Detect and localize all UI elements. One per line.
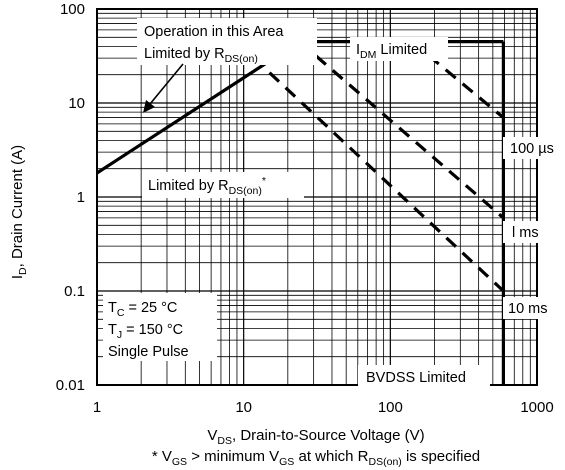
y-axis-title-sub: D xyxy=(17,267,29,275)
operation-note-sub: DS(on) xyxy=(225,53,258,65)
condition-tc-rest: = 25 °C xyxy=(124,300,177,316)
operation-note-arrow-line xyxy=(149,63,184,105)
label-10ms-bg xyxy=(503,297,559,319)
operation-note-main: Limited by R xyxy=(144,46,225,62)
pulse-limit-line-3 xyxy=(410,40,505,119)
x-tick-label: 10 xyxy=(235,399,252,416)
idm-note-main: I xyxy=(356,42,360,58)
idm-note: IDM Limited xyxy=(356,42,427,61)
label-1ms: l ms xyxy=(512,225,539,241)
y-axis-title: ID, Drain Current (A) xyxy=(9,145,29,279)
tick-labels: 1 10 100 1000 100 10 1 0.1 0.01 xyxy=(56,1,554,416)
conditions-bg xyxy=(103,293,217,361)
operation-note-bg xyxy=(137,18,317,65)
idm-note-bg xyxy=(350,37,448,61)
idm-note-rest: Limited xyxy=(376,42,427,58)
y-tick-label: 10 xyxy=(68,95,85,112)
pulse-limit-line-4 xyxy=(298,40,505,220)
x-tick-label: 1000 xyxy=(520,399,553,416)
condition-tj: TJ = 150 °C xyxy=(108,322,183,341)
operation-note-arrow-head xyxy=(143,100,155,113)
operation-note-line2: Limited by RDS(on) xyxy=(144,46,258,65)
rds-note-sub: DS(on) xyxy=(229,185,262,197)
x-axis-title-rest: , Drain-to-Source Voltage (V) xyxy=(232,427,425,444)
operation-note-line1: Operation in this Area xyxy=(144,24,284,40)
y-tick-label: 0.1 xyxy=(64,283,85,300)
y-tick-label: 0.01 xyxy=(56,377,85,394)
y-tick-label: 100 xyxy=(60,1,85,18)
y-axis-title-main: I xyxy=(9,275,26,279)
x-axis-title-sub: DS xyxy=(217,435,232,447)
x-tick-label: 1 xyxy=(93,399,101,416)
condition-tc-sub: C xyxy=(117,307,125,319)
y-axis-title-rest: , Drain Current (A) xyxy=(9,145,26,268)
condition-tc: TC = 25 °C xyxy=(108,300,177,319)
footnote-p4: is specified xyxy=(402,448,480,465)
footnote-p1: * V xyxy=(152,448,172,465)
label-100us-bg xyxy=(503,137,561,159)
footnote: * VGS > minimum VGS at which RDS(on) is … xyxy=(152,448,480,468)
rds-note-sup: * xyxy=(262,175,266,187)
x-axis-title: VDS, Drain-to-Source Voltage (V) xyxy=(207,427,424,447)
label-1ms-bg xyxy=(503,221,553,243)
rds-note-bg xyxy=(142,172,304,198)
condition-tj-rest: = 150 °C xyxy=(122,322,183,338)
footnote-s1: GS xyxy=(172,456,187,468)
bvdss-note: BVDSS Limited xyxy=(366,370,466,386)
condition-pulse: Single Pulse xyxy=(108,344,189,360)
rds-note-main: Limited by R xyxy=(148,178,229,194)
x-axis-title-main: V xyxy=(207,427,217,444)
idm-note-sub: DM xyxy=(360,49,376,61)
condition-tc-main: T xyxy=(108,300,117,316)
footnote-p3: at which R xyxy=(294,448,368,465)
footnote-s3: DS(on) xyxy=(369,456,402,468)
pulse-limit-line-5 xyxy=(268,71,505,293)
y-tick-label: 1 xyxy=(77,189,85,206)
label-100us: 100 µs xyxy=(510,141,554,157)
plot-frame xyxy=(96,8,538,386)
condition-tj-sub: J xyxy=(117,329,122,341)
x-tick-label: 100 xyxy=(378,399,403,416)
bvdss-note-bg xyxy=(358,365,490,389)
label-10ms: 10 ms xyxy=(508,301,548,317)
footnote-p2: > minimum V xyxy=(187,448,279,465)
rds-note: Limited by RDS(on)* xyxy=(148,175,266,197)
condition-tj-main: T xyxy=(108,322,117,338)
footnote-s2: GS xyxy=(279,456,294,468)
